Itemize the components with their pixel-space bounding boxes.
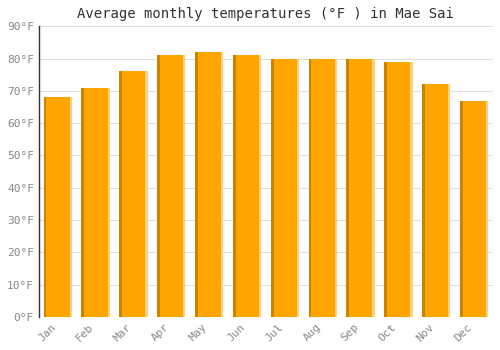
- Bar: [195, 52, 198, 317]
- Bar: [346, 58, 349, 317]
- Bar: [460, 100, 488, 317]
- Bar: [146, 71, 148, 317]
- Bar: [486, 100, 488, 317]
- Bar: [384, 62, 412, 317]
- Bar: [108, 88, 110, 317]
- Bar: [297, 58, 299, 317]
- Bar: [259, 55, 261, 317]
- Bar: [410, 62, 412, 317]
- Bar: [422, 84, 450, 317]
- Bar: [157, 55, 186, 317]
- Bar: [157, 55, 160, 317]
- Bar: [82, 88, 84, 317]
- Bar: [384, 62, 387, 317]
- Bar: [82, 88, 110, 317]
- Bar: [233, 55, 235, 317]
- Title: Average monthly temperatures (°F ) in Mae Sai: Average monthly temperatures (°F ) in Ma…: [78, 7, 454, 21]
- Bar: [460, 100, 463, 317]
- Bar: [233, 55, 261, 317]
- Bar: [221, 52, 224, 317]
- Bar: [183, 55, 186, 317]
- Bar: [270, 58, 274, 317]
- Bar: [346, 58, 375, 317]
- Bar: [422, 84, 425, 317]
- Bar: [270, 58, 299, 317]
- Bar: [119, 71, 122, 317]
- Bar: [372, 58, 375, 317]
- Bar: [70, 97, 72, 317]
- Bar: [119, 71, 148, 317]
- Bar: [308, 58, 312, 317]
- Bar: [195, 52, 224, 317]
- Bar: [334, 58, 337, 317]
- Bar: [308, 58, 337, 317]
- Bar: [44, 97, 72, 317]
- Bar: [448, 84, 450, 317]
- Bar: [44, 97, 46, 317]
